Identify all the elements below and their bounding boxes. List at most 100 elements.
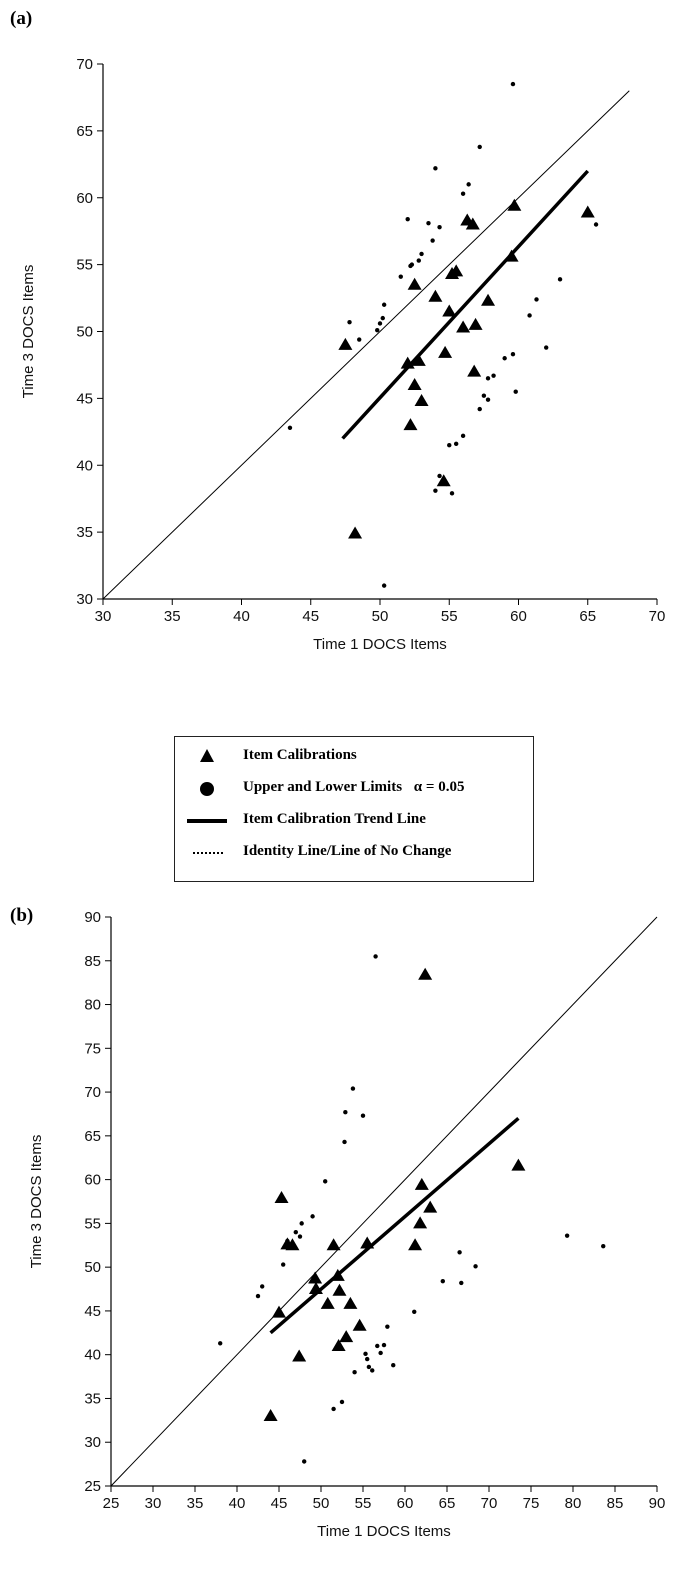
limit-point [323, 1179, 328, 1184]
limit-point [601, 1243, 606, 1249]
calibration-point [330, 1268, 345, 1281]
calibration-point [308, 1282, 323, 1295]
limit-point [534, 297, 539, 302]
limit-point [281, 1262, 286, 1267]
limit-point [375, 327, 380, 333]
y-tick-label: 30 [84, 1434, 101, 1451]
limit-point [380, 315, 385, 321]
y-tick-label: 45 [76, 390, 93, 407]
calibration-point [348, 526, 363, 539]
calibration-point [285, 1238, 300, 1251]
limit-point [510, 352, 516, 357]
limit-point [409, 262, 415, 267]
limit-point [564, 1233, 570, 1238]
calibration-point [414, 394, 429, 407]
calibration-point [438, 345, 453, 358]
legend-item-calibrations: Item Calibrations [175, 745, 533, 769]
x-tick-label: 40 [229, 1495, 246, 1512]
limit-point [433, 488, 438, 493]
calibration-point [332, 1283, 347, 1296]
y-tick-label: 35 [76, 524, 93, 541]
calibration-point [580, 205, 595, 218]
x-tick-label: 60 [510, 608, 527, 625]
limit-point [310, 1214, 315, 1219]
panel-a-label: (a) [10, 8, 33, 29]
calibration-point [428, 289, 443, 302]
limit-point [381, 302, 387, 307]
limit-point [527, 313, 532, 318]
calibration-point [423, 1200, 438, 1213]
x-tick-label: 70 [481, 1495, 498, 1512]
y-tick-label: 70 [84, 1084, 101, 1101]
limit-point [391, 1362, 396, 1368]
limit-point [398, 274, 403, 279]
limit-point [343, 1110, 348, 1115]
x-tick-label: 75 [523, 1495, 540, 1512]
x-tick-label: 60 [397, 1495, 414, 1512]
y-tick-label: 75 [84, 1040, 101, 1057]
limit-point [287, 425, 293, 430]
limit-point [430, 238, 435, 243]
y-tick-label: 80 [84, 997, 101, 1014]
limit-point [440, 1278, 445, 1284]
x-tick-label: 55 [355, 1495, 372, 1512]
y-tick-label: 25 [84, 1478, 101, 1495]
y-tick-label: 55 [76, 257, 93, 274]
x-tick-label: 30 [145, 1495, 162, 1512]
calibration-point [292, 1349, 307, 1362]
limit-point [466, 182, 471, 187]
calibration-point [449, 264, 464, 277]
legend-label: Item Calibrations [243, 747, 357, 763]
limit-point [502, 356, 507, 361]
y-tick-label: 90 [84, 909, 101, 926]
limit-point [433, 166, 438, 171]
panel-b-label: (b) [10, 905, 34, 926]
limit-point [255, 1293, 261, 1299]
limit-point [544, 345, 549, 350]
x-tick-label: 55 [441, 608, 458, 625]
limit-point [453, 441, 459, 447]
y-tick-label: 60 [84, 1172, 101, 1189]
limit-point [459, 1280, 464, 1286]
identity-line [110, 916, 658, 1487]
x-tick-label: 25 [103, 1495, 120, 1512]
legend-label: Upper and Lower Limits [243, 779, 403, 795]
calibration-point [343, 1296, 358, 1309]
limit-point [299, 1221, 304, 1226]
limit-point [449, 491, 455, 496]
calibration-point [339, 1330, 354, 1343]
limit-point [481, 393, 487, 398]
y-tick-label: 30 [76, 591, 93, 608]
calibration-point [308, 1271, 323, 1284]
calibration-point [407, 378, 422, 390]
legend-label: Item Calibration Trend Line [243, 811, 426, 827]
limit-point [557, 277, 563, 282]
alpha-label: α = 0.05 [413, 779, 465, 795]
chart-b: 25 30 35 40 45 50 55 60 65 70 75 80 85 90 25 30 35 40 45 50… [28, 909, 665, 1540]
legend: Item Calibrations Upper and Lower Limits… [174, 736, 534, 882]
limit-point [339, 1399, 345, 1405]
calibration-point [468, 317, 483, 330]
limit-point [352, 1370, 357, 1375]
y-tick-label: 40 [84, 1347, 101, 1364]
y-tick-label: 70 [76, 56, 93, 73]
limit-point [350, 1086, 356, 1091]
limit-point [437, 473, 442, 479]
y-tick-label: 50 [84, 1259, 101, 1276]
limit-point [491, 373, 496, 378]
limit-point [457, 1250, 462, 1255]
limit-point [477, 144, 482, 150]
y-tick-label: 35 [84, 1390, 101, 1407]
x-tick-label: 45 [302, 608, 319, 625]
limit-point [347, 319, 352, 325]
x-tick-label: 70 [649, 608, 666, 625]
calibration-point [418, 967, 433, 980]
limit-point [405, 216, 410, 222]
calibration-point [413, 1216, 428, 1229]
legend-item-trend-line: Item Calibration Trend Line [175, 809, 533, 833]
y-axis-title: Time 3 DOCS Items [28, 1135, 45, 1269]
thick-line-icon [187, 819, 227, 823]
calibration-point [465, 217, 480, 230]
calibration-point [411, 353, 426, 366]
y-tick-label: 65 [84, 1128, 101, 1145]
